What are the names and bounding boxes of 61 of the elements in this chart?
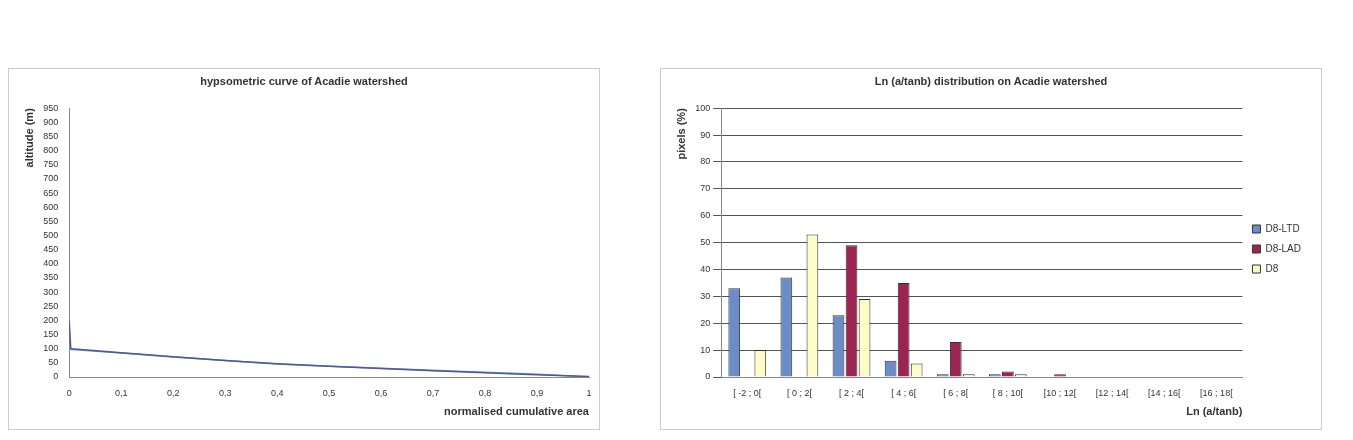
y-tick-label: 800 — [43, 145, 59, 156]
x-tick-label: 1 — [586, 387, 592, 398]
x-tick-label: [ 0 ; 2[ — [786, 387, 813, 398]
legend-label: D8-LTD — [1265, 222, 1300, 234]
x-tick-label: [ -2 ; 0[ — [733, 387, 762, 398]
y-tick-label: 650 — [43, 187, 59, 198]
chart-title: hypsometric curve of Acadie watershed — [200, 74, 408, 87]
y-tick-label: 350 — [43, 272, 59, 283]
legend-label: D8 — [1265, 262, 1279, 274]
x-axis-title: Ln (a/tanb) — [1186, 405, 1243, 418]
y-tick-label: 300 — [43, 286, 59, 297]
x-tick-label: 0 — [66, 387, 72, 398]
x-tick-label: 0,3 — [218, 387, 232, 398]
y-tick-label: 750 — [43, 159, 59, 170]
x-tick-label: [ 2 ; 4[ — [839, 387, 865, 398]
y-tick-label: 40 — [700, 263, 711, 274]
y-tick-label: 0 — [53, 371, 59, 382]
x-tick-label: [ 4 ; 6[ — [891, 387, 917, 398]
y-tick-label: 850 — [43, 130, 59, 141]
x-tick-label: 0,7 — [426, 387, 440, 398]
y-tick-label: 60 — [700, 210, 711, 221]
y-tick-label: 450 — [43, 244, 59, 255]
y-tick-label: 10 — [700, 344, 711, 355]
y-tick-label: 400 — [43, 258, 59, 269]
y-tick-label: 550 — [43, 215, 59, 226]
x-tick-label: 0,2 — [166, 387, 180, 398]
y-tick-label: 500 — [43, 230, 59, 241]
y-tick-label: 100 — [695, 102, 711, 113]
y-tick-label: 200 — [43, 314, 59, 325]
x-tick-label: 0,6 — [374, 387, 388, 398]
y-tick-label: 100 — [43, 343, 59, 354]
x-tick-label: [10 ; 12[ — [1043, 387, 1077, 398]
y-tick-label: 250 — [43, 300, 59, 311]
x-tick-label: [ 8 ; 10[ — [992, 387, 1024, 398]
x-axis-title: normalised cumulative area — [444, 405, 590, 418]
y-tick-label: 30 — [700, 290, 711, 301]
y-tick-label: 900 — [43, 116, 59, 127]
x-tick-label: [ 6 ; 8[ — [943, 387, 969, 398]
y-tick-label: 950 — [43, 102, 59, 113]
y-tick-label: 150 — [43, 329, 59, 340]
y-tick-label: 80 — [700, 156, 711, 167]
x-tick-label: 0,4 — [270, 387, 284, 398]
x-tick-label: [12 ; 14[ — [1095, 387, 1129, 398]
x-tick-label: [14 ; 16[ — [1147, 387, 1182, 398]
x-tick-label: 0,1 — [114, 387, 128, 398]
y-tick-label: 700 — [43, 173, 59, 184]
chart-title: Ln (a/tanb) distribution on Acadie watershed — [874, 74, 1108, 87]
x-tick-label: 0,9 — [530, 387, 544, 398]
y-axis-title: pixels (%) — [674, 107, 687, 160]
x-tick-label: [16 ; 18[ — [1200, 387, 1234, 398]
y-tick-label: 20 — [700, 317, 711, 328]
y-axis-title: altitude (m) — [22, 107, 35, 168]
y-tick-label: 70 — [700, 183, 711, 194]
y-tick-label: 50 — [48, 357, 59, 368]
legend-label: D8-LAD — [1265, 242, 1302, 254]
y-tick-label: 90 — [700, 129, 711, 140]
y-tick-label: 50 — [700, 237, 711, 248]
x-tick-label: 0,8 — [478, 387, 492, 398]
y-tick-label: 600 — [43, 201, 59, 212]
x-tick-label: 0,5 — [322, 387, 336, 398]
y-tick-label: 0 — [705, 371, 711, 382]
